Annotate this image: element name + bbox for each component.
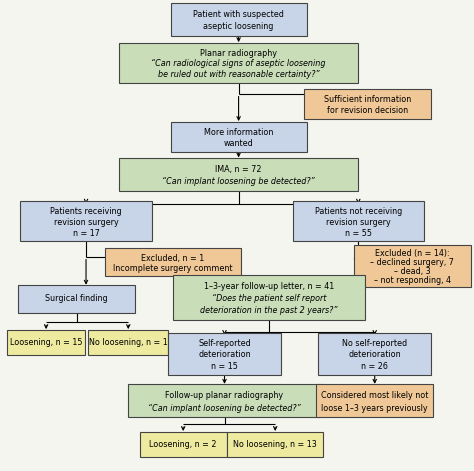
FancyBboxPatch shape bbox=[18, 285, 135, 313]
Text: – not responding, 4: – not responding, 4 bbox=[374, 276, 451, 284]
Text: “Does the patient self report: “Does the patient self report bbox=[212, 294, 326, 303]
FancyBboxPatch shape bbox=[316, 384, 433, 417]
Text: Incomplete surgery comment: Incomplete surgery comment bbox=[113, 264, 233, 273]
Text: Self-reported: Self-reported bbox=[198, 339, 251, 348]
Text: loose 1–3 years previously: loose 1–3 years previously bbox=[321, 404, 428, 413]
Text: deterioration: deterioration bbox=[198, 350, 251, 359]
Text: revision surgery: revision surgery bbox=[326, 218, 391, 227]
Text: – dead, 3: – dead, 3 bbox=[394, 267, 430, 276]
Text: Follow-up planar radiography: Follow-up planar radiography bbox=[165, 391, 283, 400]
FancyBboxPatch shape bbox=[140, 431, 227, 457]
Text: deterioration in the past 2 years?”: deterioration in the past 2 years?” bbox=[201, 306, 338, 315]
FancyBboxPatch shape bbox=[88, 330, 168, 356]
Text: No self-reported: No self-reported bbox=[342, 339, 407, 348]
FancyBboxPatch shape bbox=[8, 330, 85, 356]
Text: for revision decision: for revision decision bbox=[327, 106, 408, 115]
Text: “Can implant loosening be detected?”: “Can implant loosening be detected?” bbox=[148, 404, 301, 413]
Text: Sufficient information: Sufficient information bbox=[324, 95, 411, 104]
Text: be ruled out with reasonable certainty?”: be ruled out with reasonable certainty?” bbox=[158, 70, 319, 79]
Text: “Can radiological signs of aseptic loosening: “Can radiological signs of aseptic loose… bbox=[151, 59, 326, 68]
FancyBboxPatch shape bbox=[119, 43, 358, 82]
FancyBboxPatch shape bbox=[105, 248, 241, 276]
Text: deterioration: deterioration bbox=[348, 350, 401, 359]
FancyBboxPatch shape bbox=[227, 431, 323, 457]
Text: revision surgery: revision surgery bbox=[54, 218, 118, 227]
Text: Loosening, n = 15: Loosening, n = 15 bbox=[10, 338, 82, 347]
Text: n = 15: n = 15 bbox=[211, 362, 238, 371]
Text: Patient with suspected: Patient with suspected bbox=[193, 10, 284, 19]
Text: Loosening, n = 2: Loosening, n = 2 bbox=[149, 440, 217, 449]
Text: aseptic loosening: aseptic loosening bbox=[203, 22, 274, 32]
Text: No loosening, n = 1: No loosening, n = 1 bbox=[89, 338, 168, 347]
FancyBboxPatch shape bbox=[171, 3, 307, 36]
Text: wanted: wanted bbox=[224, 139, 254, 148]
Text: 1–3-year follow-up letter, n = 41: 1–3-year follow-up letter, n = 41 bbox=[204, 282, 334, 291]
FancyBboxPatch shape bbox=[119, 158, 358, 191]
Text: Patients receiving: Patients receiving bbox=[50, 207, 122, 216]
Text: n = 17: n = 17 bbox=[73, 228, 100, 238]
FancyBboxPatch shape bbox=[20, 202, 152, 241]
Text: Excluded (n = 14):: Excluded (n = 14): bbox=[375, 249, 450, 258]
Text: Surgical finding: Surgical finding bbox=[46, 294, 108, 303]
FancyBboxPatch shape bbox=[304, 89, 431, 119]
Text: More information: More information bbox=[204, 128, 273, 137]
FancyBboxPatch shape bbox=[173, 275, 365, 320]
Text: Patients not receiving: Patients not receiving bbox=[315, 207, 402, 216]
FancyBboxPatch shape bbox=[168, 333, 281, 375]
FancyBboxPatch shape bbox=[319, 333, 431, 375]
FancyBboxPatch shape bbox=[171, 122, 307, 152]
Text: Planar radiography: Planar radiography bbox=[200, 49, 277, 57]
FancyBboxPatch shape bbox=[292, 202, 424, 241]
FancyBboxPatch shape bbox=[354, 245, 471, 287]
Text: – declined surgery, 7: – declined surgery, 7 bbox=[370, 258, 454, 267]
Text: Excluded, n = 1: Excluded, n = 1 bbox=[141, 254, 204, 263]
Text: n = 26: n = 26 bbox=[361, 362, 388, 371]
Text: No loosening, n = 13: No loosening, n = 13 bbox=[233, 440, 317, 449]
Text: Considered most likely not: Considered most likely not bbox=[321, 391, 428, 400]
Text: “Can implant loosening be detected?”: “Can implant loosening be detected?” bbox=[162, 177, 315, 187]
Text: IMA, n = 72: IMA, n = 72 bbox=[215, 165, 262, 174]
FancyBboxPatch shape bbox=[128, 384, 321, 417]
Text: n = 55: n = 55 bbox=[345, 228, 372, 238]
